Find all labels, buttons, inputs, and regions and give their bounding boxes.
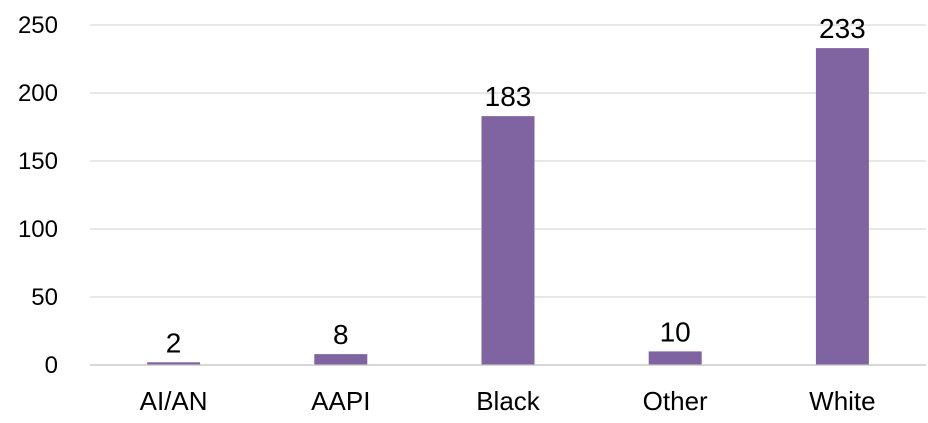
data-label: 8 [333, 319, 349, 350]
y-axis-tick-labels: 0 50 100 150 200 250 [18, 12, 58, 379]
bar-black [481, 116, 535, 366]
data-label: 233 [819, 13, 866, 44]
x-category-label: AAPI [311, 386, 370, 416]
y-tick-label: 0 [45, 352, 58, 379]
data-labels: 2 8 183 10 233 [166, 13, 866, 358]
y-tick-label: 250 [18, 12, 58, 39]
bar-aapi [314, 354, 368, 365]
bar-white [815, 48, 869, 366]
x-category-label: Other [643, 386, 708, 416]
y-tick-label: 200 [18, 80, 58, 107]
data-label: 10 [660, 316, 691, 347]
x-category-label: White [809, 386, 875, 416]
bar-ai-an [147, 362, 201, 365]
y-tick-label: 150 [18, 148, 58, 175]
bar-other [648, 351, 702, 365]
y-tick-label: 50 [31, 284, 58, 311]
bars [147, 48, 869, 366]
x-category-label: Black [476, 386, 541, 416]
y-tick-label: 100 [18, 216, 58, 243]
x-category-label: AI/AN [140, 386, 208, 416]
data-label: 183 [485, 81, 532, 112]
data-label: 2 [166, 327, 182, 358]
x-axis-category-labels: AI/AN AAPI Black Other White [140, 386, 876, 416]
